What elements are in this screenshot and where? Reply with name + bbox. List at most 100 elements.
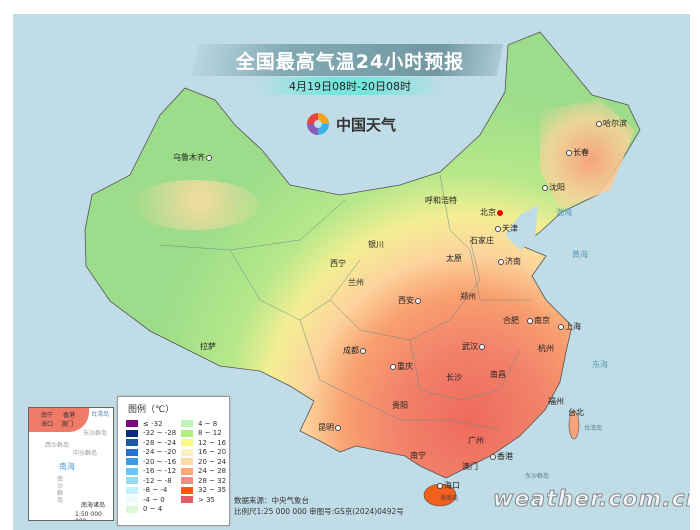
legend-swatch (181, 439, 193, 447)
legend-item: -28 ~ -24 (126, 438, 176, 448)
city-label: 南宁 (410, 451, 426, 460)
legend-swatch (126, 496, 138, 504)
legend-swatch (126, 420, 138, 428)
legend-label: > 35 (198, 495, 215, 504)
legend-item: 8 ~ 12 (181, 429, 226, 439)
inset-label: 西沙群岛 (45, 442, 70, 449)
city-label: 西安 (398, 296, 421, 306)
province-borders (159, 174, 530, 431)
legend-swatch (181, 420, 193, 428)
watermark: weather.com.cn (492, 487, 690, 513)
legend-item: -8 ~ -4 (126, 486, 176, 496)
legend-swatch (126, 477, 138, 485)
legend-item: 12 ~ 16 (181, 438, 226, 448)
legend-item: > 35 (181, 495, 226, 505)
city-label: 武汉 (462, 342, 485, 352)
legend-label: 28 ~ 32 (198, 476, 227, 485)
inset-label: 南海 (59, 462, 75, 471)
legend-item: -12 ~ -8 (126, 476, 176, 486)
sea-label: 东海 (592, 360, 608, 369)
city-label: 郑州 (460, 292, 476, 301)
city-label: 广州 (468, 436, 484, 445)
city-label: 西宁 (330, 259, 346, 268)
city-label: 太原 (446, 254, 462, 263)
bohai-bay (505, 205, 538, 250)
legend-swatch (126, 448, 138, 456)
south-china-sea-inset: 南宁 香港 海口 澳门 台湾岛 东沙群岛 西沙群岛 中沙群岛 南海 南沙群岛 南… (28, 407, 114, 521)
temperature-map (84, 31, 641, 507)
inset-label: 南宁 (41, 412, 54, 419)
city-label: 济南 (498, 257, 521, 267)
legend-swatch (126, 439, 138, 447)
city-label: 合肥 (503, 316, 519, 325)
city-label: 上海 (558, 322, 581, 332)
sea-label: 台湾岛 (584, 425, 603, 432)
legend-swatch (126, 458, 138, 466)
sea-label: 海南岛 (440, 495, 459, 502)
sea-label: 渤海 (556, 208, 572, 217)
source-line: 数据来源：中央气象台 (234, 496, 309, 505)
legend-swatch (181, 496, 193, 504)
city-label: 天津 (495, 224, 518, 234)
city-label: 福州 (548, 397, 564, 406)
sea-label: 东沙群岛 (525, 473, 550, 480)
inset-label: 东沙群岛 (83, 430, 108, 437)
legend-swatch (126, 486, 138, 494)
legend-item: 0 ~ 4 (126, 505, 176, 515)
legend-label: 8 ~ 12 (198, 429, 222, 438)
legend-label: ≤ -32 (143, 419, 163, 428)
city-label: 重庆 (390, 362, 413, 372)
legend-swatch (181, 448, 193, 456)
city-label: 拉萨 (200, 342, 216, 351)
legend-label: -32 ~ -28 (143, 429, 177, 438)
city-label: 银川 (368, 240, 384, 249)
subtitle-banner (255, 77, 445, 95)
legend-swatch (181, 486, 193, 494)
map-title: 全国最高气温24小时预报 (235, 51, 465, 73)
legend-swatch (181, 467, 193, 475)
taiwan-island (568, 410, 580, 440)
map-subtitle: 4月19日08时-20日08时 (289, 80, 411, 93)
legend-label: 20 ~ 24 (198, 457, 227, 466)
legend-swatch (126, 467, 138, 475)
china-weather-swirl-icon (307, 113, 329, 135)
legend-label: -28 ~ -24 (143, 438, 177, 447)
legend-item: -24 ~ -20 (126, 448, 176, 458)
city-label: 澳门 (462, 462, 478, 471)
legend-swatch (181, 429, 193, 437)
legend-item: -20 ~ -16 (126, 457, 176, 467)
legend-title: 图例（℃） (128, 405, 175, 415)
inset-title: 南海诸岛 (81, 502, 106, 509)
legend-item: 28 ~ 32 (181, 476, 226, 486)
inset-label: 南沙群岛 (57, 476, 64, 504)
city-label: 贵阳 (392, 401, 408, 410)
scale-line: 比例尺1:25 000 000 审图号:GS京(2024)0492号 (234, 507, 404, 516)
legend-label: -16 ~ -12 (143, 467, 177, 476)
city-label: 石家庄 (470, 236, 494, 245)
legend-label: 32 ~ 35 (198, 486, 227, 495)
legend-item: -16 ~ -12 (126, 467, 176, 477)
sea-label: 黄海 (572, 250, 588, 259)
legend-label: 24 ~ 28 (198, 467, 227, 476)
legend-swatch (181, 458, 193, 466)
legend: 图例（℃） ≤ -32 -32 ~ -28 -28 ~ -24 -24 ~ -20 -2… (117, 396, 230, 526)
legend-label: 12 ~ 16 (198, 438, 227, 447)
city-label: 沈阳 (542, 183, 565, 193)
legend-item: -4 ~ 0 (126, 495, 176, 505)
city-label: 海口 (437, 481, 460, 491)
city-label: 长春 (566, 148, 589, 158)
city-label: 北京 (480, 208, 503, 218)
legend-label: 16 ~ 20 (198, 448, 227, 457)
legend-item: 16 ~ 20 (181, 448, 226, 458)
legend-item: 24 ~ 28 (181, 467, 226, 477)
legend-label: -20 ~ -16 (143, 457, 177, 466)
legend-swatch (126, 505, 138, 513)
data-source: 数据来源：中央气象台 比例尺1:25 000 000 审图号:GS京(2024)… (234, 495, 404, 517)
city-label: 成都 (343, 346, 366, 356)
inset-label: 澳门 (61, 421, 74, 428)
city-label: 哈尔滨 (596, 119, 627, 129)
legend-label: 4 ~ 8 (198, 419, 218, 428)
legend-label: -24 ~ -20 (143, 448, 177, 457)
legend-item: 32 ~ 35 (181, 486, 226, 496)
inset-label: 台湾岛 (91, 411, 110, 418)
